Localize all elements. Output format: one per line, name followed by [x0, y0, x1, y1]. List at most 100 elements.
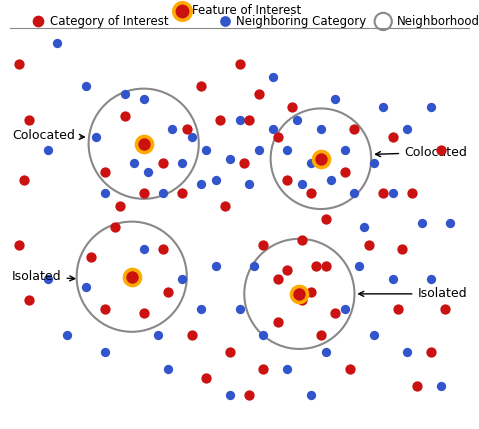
Point [317, 125, 325, 132]
Point [245, 117, 253, 124]
Point [418, 220, 425, 227]
Point [226, 391, 234, 398]
Point [236, 117, 243, 124]
Point [427, 104, 435, 111]
Point [442, 305, 449, 312]
Point [121, 112, 128, 119]
Point [226, 155, 234, 162]
Point [140, 140, 148, 147]
Point [389, 275, 397, 282]
Point [351, 190, 358, 196]
Point [217, 117, 224, 124]
Point [403, 348, 411, 355]
Point [169, 125, 176, 132]
Point [274, 134, 282, 141]
Point [322, 215, 330, 222]
Point [240, 160, 248, 166]
Point [427, 348, 435, 355]
Point [25, 297, 33, 304]
Point [408, 190, 416, 196]
Point [164, 288, 171, 295]
Point [331, 95, 339, 102]
Point [63, 331, 71, 338]
Point [394, 305, 401, 312]
Point [288, 104, 296, 111]
Point [341, 305, 349, 312]
Point [159, 190, 167, 196]
Point [446, 220, 454, 227]
Point [379, 104, 387, 111]
Point [437, 147, 445, 154]
Point [128, 273, 136, 280]
Point [44, 147, 52, 154]
Point [260, 331, 267, 338]
Point [341, 147, 349, 154]
Point [365, 241, 373, 248]
Point [269, 125, 277, 132]
Point [296, 290, 303, 297]
Point [370, 160, 377, 166]
Point [298, 297, 306, 304]
Point [284, 366, 291, 372]
Point [20, 177, 28, 184]
Point [140, 190, 148, 196]
Point [128, 273, 136, 280]
Point [159, 160, 167, 166]
Text: Neighborhood: Neighborhood [397, 15, 479, 28]
Point [379, 190, 387, 196]
Point [389, 134, 397, 141]
Point [197, 305, 205, 312]
Point [15, 61, 23, 68]
Point [296, 290, 303, 297]
Text: Isolated: Isolated [359, 287, 467, 300]
Point [399, 245, 406, 252]
Point [82, 284, 90, 291]
Point [245, 181, 253, 188]
Point [308, 160, 315, 166]
Point [111, 224, 119, 231]
Point [284, 177, 291, 184]
Point [317, 155, 325, 162]
Point [236, 305, 243, 312]
Point [183, 125, 191, 132]
Point [317, 331, 325, 338]
Point [298, 181, 306, 188]
Point [351, 125, 358, 132]
Point [197, 181, 205, 188]
Point [140, 310, 148, 317]
Point [308, 391, 315, 398]
Point [284, 267, 291, 274]
Point [298, 237, 306, 244]
Point [341, 168, 349, 175]
Point [308, 288, 315, 295]
Point [327, 177, 334, 184]
Point [284, 147, 291, 154]
Point [102, 190, 109, 196]
Point [427, 275, 435, 282]
Point [178, 275, 186, 282]
Point [260, 366, 267, 372]
Point [331, 310, 339, 317]
Point [360, 224, 368, 231]
Point [202, 147, 210, 154]
Point [82, 82, 90, 89]
Point [322, 263, 330, 269]
Point [34, 18, 42, 25]
Point [221, 202, 229, 209]
Point [102, 168, 109, 175]
Point [255, 147, 262, 154]
Point [140, 140, 148, 147]
Point [255, 91, 262, 98]
Point [102, 305, 109, 312]
Point [245, 391, 253, 398]
Point [140, 95, 148, 102]
Point [15, 241, 23, 248]
Point [293, 117, 301, 124]
Point [269, 74, 277, 81]
Point [226, 348, 234, 355]
Point [308, 190, 315, 196]
Point [221, 18, 229, 25]
Point [260, 241, 267, 248]
Point [140, 245, 148, 252]
Point [188, 331, 195, 338]
